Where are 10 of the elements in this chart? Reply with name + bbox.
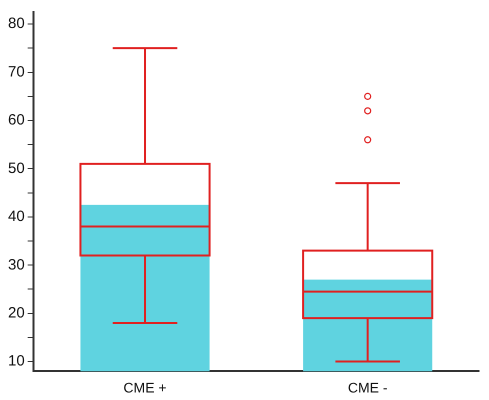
y-tick-label: 40: [8, 208, 25, 226]
y-tick-label: 70: [8, 63, 25, 80]
y-tick-label: 80: [8, 15, 25, 32]
x-tick-label: CME -: [348, 379, 388, 396]
y-tick-label: 30: [8, 256, 25, 274]
y-tick-label: 50: [8, 160, 25, 177]
y-tick-label: 20: [8, 304, 25, 322]
x-tick-label: CME +: [123, 379, 167, 396]
y-tick-label: 10: [8, 352, 25, 370]
y-tick-label: 60: [8, 112, 25, 129]
